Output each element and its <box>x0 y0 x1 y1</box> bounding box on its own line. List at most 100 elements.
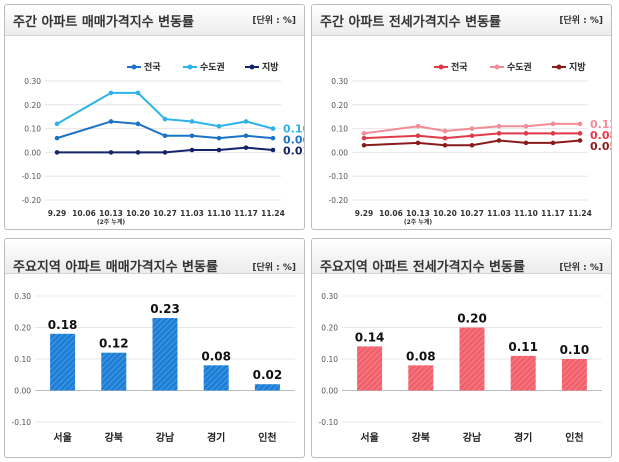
chart-unit: [단위 : %] <box>559 16 603 26</box>
data-point <box>442 135 448 141</box>
x-tick-label: 11.17 <box>234 209 258 218</box>
bar <box>357 346 383 391</box>
y-tick-label: -0.10 <box>12 418 32 427</box>
data-point <box>442 128 448 134</box>
data-point <box>415 123 421 129</box>
bar-value-label: 0.14 <box>355 330 385 344</box>
x-tick-label: 10.20 <box>433 209 457 218</box>
bar-value-label: 0.18 <box>48 318 78 332</box>
x-tick-label: 11.03 <box>487 209 511 218</box>
sale-region-bar-chart: 0.30 0.20 0.10 0.00 -0.10 0.18 서울 0.12 강북 0.23 강남 0… <box>12 292 295 444</box>
data-point <box>442 142 448 148</box>
bar-value-label: 0.02 <box>253 368 283 382</box>
x-tick-label: 10.27 <box>460 209 484 218</box>
x-category-label: 경기 <box>207 431 225 444</box>
chart-unit: [단위 : %] <box>559 263 603 273</box>
x-category-label: 인천 <box>565 431 583 444</box>
data-point <box>54 121 60 127</box>
data-point <box>469 142 475 148</box>
data-point <box>54 135 60 141</box>
x-category-label: 강북 <box>412 431 430 444</box>
data-point <box>361 135 367 141</box>
x-tick-label: 11.24 <box>261 209 285 218</box>
jeonse-weekly-line-chart: 0.30 0.20 0.10 0.00 -0.10 -0.20 9.29 10.06 10.13… <box>329 61 612 226</box>
series-line <box>56 120 274 140</box>
data-point <box>523 140 529 146</box>
data-point <box>108 150 114 155</box>
data-point <box>496 138 502 143</box>
x-tick-label: 10.06 <box>379 209 403 218</box>
sale-weekly-chart-panel: 주간 아파트 매매가격지수 변동률 [단위 : %] 0.30 0.20 0.10 0… <box>4 4 305 230</box>
x-category-label: 인천 <box>258 431 276 444</box>
y-tick-label: 0.30 <box>321 292 338 301</box>
y-tick-label: 0.00 <box>14 387 31 396</box>
bar <box>561 359 587 391</box>
bar-value-label: 0.10 <box>560 343 590 357</box>
bar-value-label: 0.12 <box>99 337 129 351</box>
x-category-label: 강남 <box>156 431 175 444</box>
data-point <box>216 135 222 141</box>
data-point <box>189 133 195 139</box>
end-value-label: 0.05 <box>590 140 612 153</box>
sale-region-chart-panel: 주요지역 아파트 매매가격지수 변동률 [단위 : %] 0.30 0.20 0.1… <box>4 238 305 458</box>
legend-label: 지방 <box>262 61 279 73</box>
data-point <box>469 126 475 131</box>
y-tick-label: -0.10 <box>329 172 349 181</box>
y-tick-label: 0.20 <box>24 101 41 110</box>
x-category-label: 강북 <box>105 431 123 444</box>
y-tick-label: 0.10 <box>24 125 41 134</box>
bar <box>152 318 178 391</box>
legend-label: 수도권 <box>200 61 225 73</box>
legend-marker <box>249 64 255 70</box>
data-point <box>162 133 168 139</box>
bar <box>101 352 127 391</box>
chart-title: 주요지역 아파트 매매가격지수 변동률 <box>13 260 218 275</box>
data-point <box>216 123 222 129</box>
y-tick-label: 0.00 <box>24 148 41 157</box>
legend-label: 수도권 <box>507 61 532 73</box>
x-tick-label: 11.24 <box>568 209 592 218</box>
data-point <box>469 133 475 139</box>
data-point <box>243 145 249 150</box>
bar-value-label: 0.20 <box>457 312 487 326</box>
data-point <box>243 133 249 139</box>
chart-title: 주간 아파트 매매가격지수 변동률 <box>13 15 195 30</box>
x-category-label: 서울 <box>53 431 71 444</box>
legend-label: 지방 <box>569 61 586 73</box>
y-tick-label: 0.00 <box>321 387 338 396</box>
legend-marker <box>438 64 444 70</box>
y-tick-label: -0.20 <box>329 196 349 205</box>
bar <box>510 355 536 391</box>
data-point <box>135 150 141 155</box>
data-point <box>243 119 249 124</box>
data-point <box>216 147 222 153</box>
legend-marker <box>131 64 137 70</box>
x-tick-label: 10.27 <box>153 209 177 218</box>
end-value-label: 0.12 <box>590 118 612 131</box>
data-point <box>577 138 583 143</box>
series-line <box>363 139 581 147</box>
bar-value-label: 0.08 <box>406 349 436 363</box>
sale-weekly-line-chart: 0.30 0.20 0.10 0.00 -0.10 -0.20 9.29 10.06 10.13… <box>22 61 304 226</box>
y-tick-label: 0.20 <box>321 324 338 333</box>
data-point <box>162 150 168 155</box>
x-category-label: 경기 <box>514 431 532 444</box>
data-point <box>135 90 141 96</box>
y-tick-label: 0.10 <box>331 125 348 134</box>
jeonse-region-chart-header: 주요지역 아파트 전세가격지수 변동률 [단위 : %] <box>312 239 611 275</box>
y-tick-label: 0.20 <box>331 101 348 110</box>
bar-value-label: 0.08 <box>201 349 231 363</box>
y-tick-label: -0.20 <box>22 196 42 205</box>
chart-title: 주요지역 아파트 전세가격지수 변동률 <box>320 260 525 275</box>
x-tick-note: (2주 누계) <box>97 218 126 226</box>
data-point <box>550 131 556 136</box>
series-line <box>363 132 580 140</box>
bar <box>408 365 434 391</box>
y-tick-label: 0.20 <box>14 324 31 333</box>
jeonse-region-chart-panel: 주요지역 아파트 전세가격지수 변동률 [단위 : %] 0.30 0.20 0.1… <box>311 238 612 458</box>
series-line <box>56 91 274 130</box>
bar <box>459 327 485 391</box>
legend-marker <box>556 64 562 70</box>
y-tick-label: 0.10 <box>321 355 338 364</box>
data-point <box>496 131 502 136</box>
